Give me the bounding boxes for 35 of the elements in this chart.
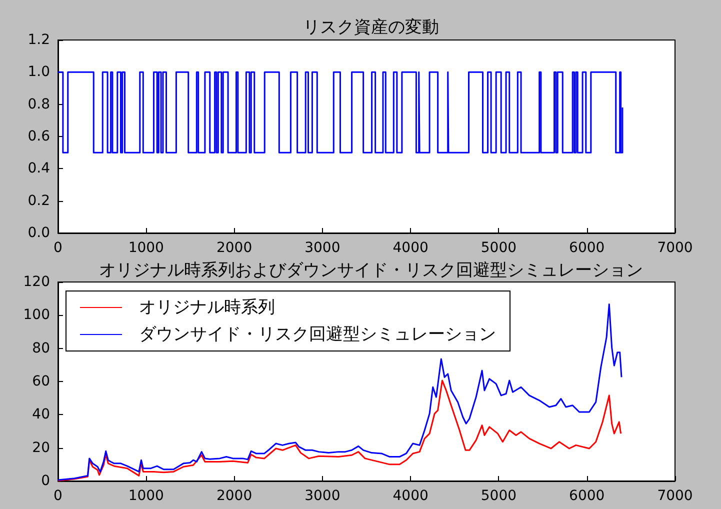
y-tick-label: 0.4 bbox=[28, 160, 50, 177]
y-tick-label: 80 bbox=[32, 340, 50, 356]
chart-title: リスク資産の変動 bbox=[303, 18, 439, 38]
x-tick-label: 0 bbox=[54, 488, 62, 504]
chart-title: オリジナル時系列およびダウンサイド・リスク回避型シミュレーション bbox=[99, 260, 643, 280]
y-tick-label: 0.2 bbox=[28, 192, 50, 209]
legend-label: ダウンサイド・リスク回避型シミュレーション bbox=[139, 324, 496, 344]
x-tick-label: 3000 bbox=[304, 488, 340, 504]
y-tick-label: 0 bbox=[41, 473, 50, 489]
y-tick-label: 0.0 bbox=[28, 225, 50, 241]
x-tick-label: 2000 bbox=[216, 240, 252, 256]
y-tick-label: 40 bbox=[32, 406, 50, 423]
line-series bbox=[57, 380, 622, 482]
x-tick-label: 1000 bbox=[128, 488, 164, 504]
y-tick-label: 120 bbox=[23, 274, 50, 290]
x-tick-label: 4000 bbox=[392, 488, 428, 504]
x-tick-label: 0 bbox=[54, 240, 62, 256]
x-tick-label: 6000 bbox=[569, 488, 605, 504]
y-tick-label: 1.0 bbox=[28, 64, 50, 80]
y-tick-label: 60 bbox=[32, 374, 50, 390]
x-tick-label: 3000 bbox=[304, 240, 340, 256]
y-tick-label: 100 bbox=[23, 307, 50, 324]
x-tick-label: 5000 bbox=[480, 488, 517, 504]
x-tick-label: 7000 bbox=[657, 488, 693, 504]
y-tick-label: 0.6 bbox=[28, 128, 50, 144]
x-tick-label: 6000 bbox=[569, 240, 605, 256]
x-tick-label: 1000 bbox=[128, 240, 164, 256]
x-tick-label: 2000 bbox=[216, 488, 252, 504]
y-tick-label: 1.2 bbox=[28, 32, 50, 48]
y-tick-label: 0.8 bbox=[28, 96, 50, 112]
y-tick-label: 20 bbox=[32, 440, 50, 456]
x-tick-label: 4000 bbox=[392, 240, 428, 256]
x-tick-label: 5000 bbox=[480, 240, 517, 256]
x-tick-label: 7000 bbox=[657, 240, 693, 256]
legend-label: オリジナル時系列 bbox=[139, 298, 275, 318]
